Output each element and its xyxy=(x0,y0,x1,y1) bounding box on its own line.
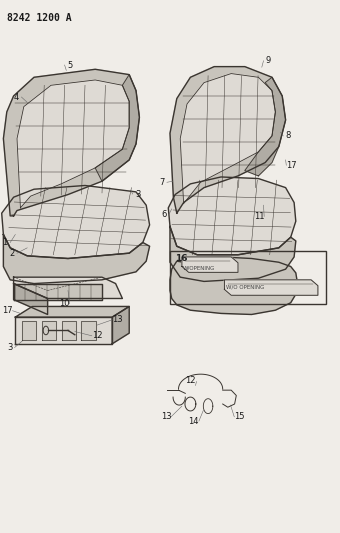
Polygon shape xyxy=(14,277,122,298)
Text: 1: 1 xyxy=(2,238,8,247)
Text: 10: 10 xyxy=(59,300,70,308)
Text: 8242 1200 A: 8242 1200 A xyxy=(7,13,72,23)
Polygon shape xyxy=(62,321,76,340)
Text: 16: 16 xyxy=(175,254,188,263)
Text: 6: 6 xyxy=(161,210,167,219)
Polygon shape xyxy=(2,185,150,259)
Text: 17: 17 xyxy=(286,161,297,169)
Polygon shape xyxy=(182,257,238,272)
Text: 4: 4 xyxy=(14,93,19,101)
Polygon shape xyxy=(3,69,139,216)
Text: 7: 7 xyxy=(159,178,165,187)
Polygon shape xyxy=(15,317,112,344)
Polygon shape xyxy=(22,321,36,340)
Polygon shape xyxy=(170,227,296,281)
Polygon shape xyxy=(112,306,129,344)
Bar xyxy=(170,251,326,304)
Text: 14: 14 xyxy=(189,417,199,425)
Text: 13: 13 xyxy=(112,316,123,324)
Text: 17: 17 xyxy=(2,306,13,315)
Polygon shape xyxy=(17,80,129,208)
Text: W/O OPENING: W/O OPENING xyxy=(226,285,265,290)
Polygon shape xyxy=(168,177,296,255)
Text: 13: 13 xyxy=(160,413,171,421)
Polygon shape xyxy=(95,75,139,181)
Polygon shape xyxy=(180,74,275,204)
Polygon shape xyxy=(42,321,56,340)
Polygon shape xyxy=(81,321,96,340)
Text: 8: 8 xyxy=(286,132,291,140)
Text: 2: 2 xyxy=(9,249,15,257)
Polygon shape xyxy=(224,280,318,295)
Polygon shape xyxy=(170,257,298,314)
Polygon shape xyxy=(14,284,102,300)
Polygon shape xyxy=(14,284,48,314)
Polygon shape xyxy=(15,306,129,317)
Text: 12: 12 xyxy=(92,332,102,340)
Polygon shape xyxy=(245,77,286,176)
Polygon shape xyxy=(170,67,286,213)
Polygon shape xyxy=(3,235,150,284)
Text: 15: 15 xyxy=(234,413,244,421)
Text: 3: 3 xyxy=(7,343,12,352)
Text: 11: 11 xyxy=(254,212,264,221)
Text: 3: 3 xyxy=(135,190,140,198)
Text: 5: 5 xyxy=(67,61,72,69)
Text: W/OPENING: W/OPENING xyxy=(183,265,215,270)
Text: 9: 9 xyxy=(266,56,271,65)
Text: 12: 12 xyxy=(185,376,195,385)
